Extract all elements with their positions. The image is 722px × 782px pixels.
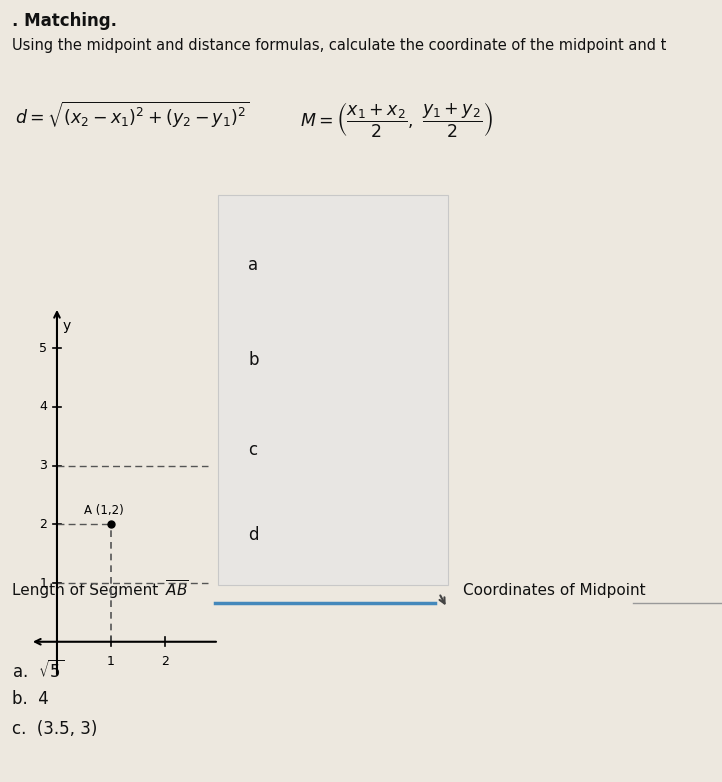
Text: d: d xyxy=(248,526,258,544)
Text: y: y xyxy=(62,319,71,333)
Text: Length of Segment: Length of Segment xyxy=(12,583,163,597)
Text: 1: 1 xyxy=(107,655,115,668)
Text: c.  (3.5, 3): c. (3.5, 3) xyxy=(12,720,97,738)
Text: c: c xyxy=(248,441,257,459)
Text: 2: 2 xyxy=(161,655,169,668)
Text: a: a xyxy=(248,256,258,274)
Text: b.  4: b. 4 xyxy=(12,690,49,708)
Text: . Matching.: . Matching. xyxy=(12,12,117,30)
Text: 3: 3 xyxy=(40,459,47,472)
Text: 4: 4 xyxy=(40,400,47,414)
Text: 1: 1 xyxy=(40,576,47,590)
Text: b: b xyxy=(248,351,258,369)
Text: 2: 2 xyxy=(40,518,47,531)
Text: 5: 5 xyxy=(39,342,47,354)
Text: $d = \sqrt{(x_2 - x_1)^2 + (y_2 - y_1)^2}$: $d = \sqrt{(x_2 - x_1)^2 + (y_2 - y_1)^2… xyxy=(15,100,250,131)
Text: $\overline{AB}$: $\overline{AB}$ xyxy=(165,580,188,600)
Text: Using the midpoint and distance formulas, calculate the coordinate of the midpoi: Using the midpoint and distance formulas… xyxy=(12,38,666,53)
Text: Coordinates of Midpoint: Coordinates of Midpoint xyxy=(463,583,645,597)
Text: $M = \left(\dfrac{x_1 + x_2}{2},\ \dfrac{y_1 + y_2}{2}\right)$: $M = \left(\dfrac{x_1 + x_2}{2},\ \dfrac… xyxy=(300,100,493,139)
Text: a.  $\sqrt{5}$: a. $\sqrt{5}$ xyxy=(12,660,64,682)
FancyBboxPatch shape xyxy=(218,195,448,585)
Text: A (1,2): A (1,2) xyxy=(84,504,123,517)
